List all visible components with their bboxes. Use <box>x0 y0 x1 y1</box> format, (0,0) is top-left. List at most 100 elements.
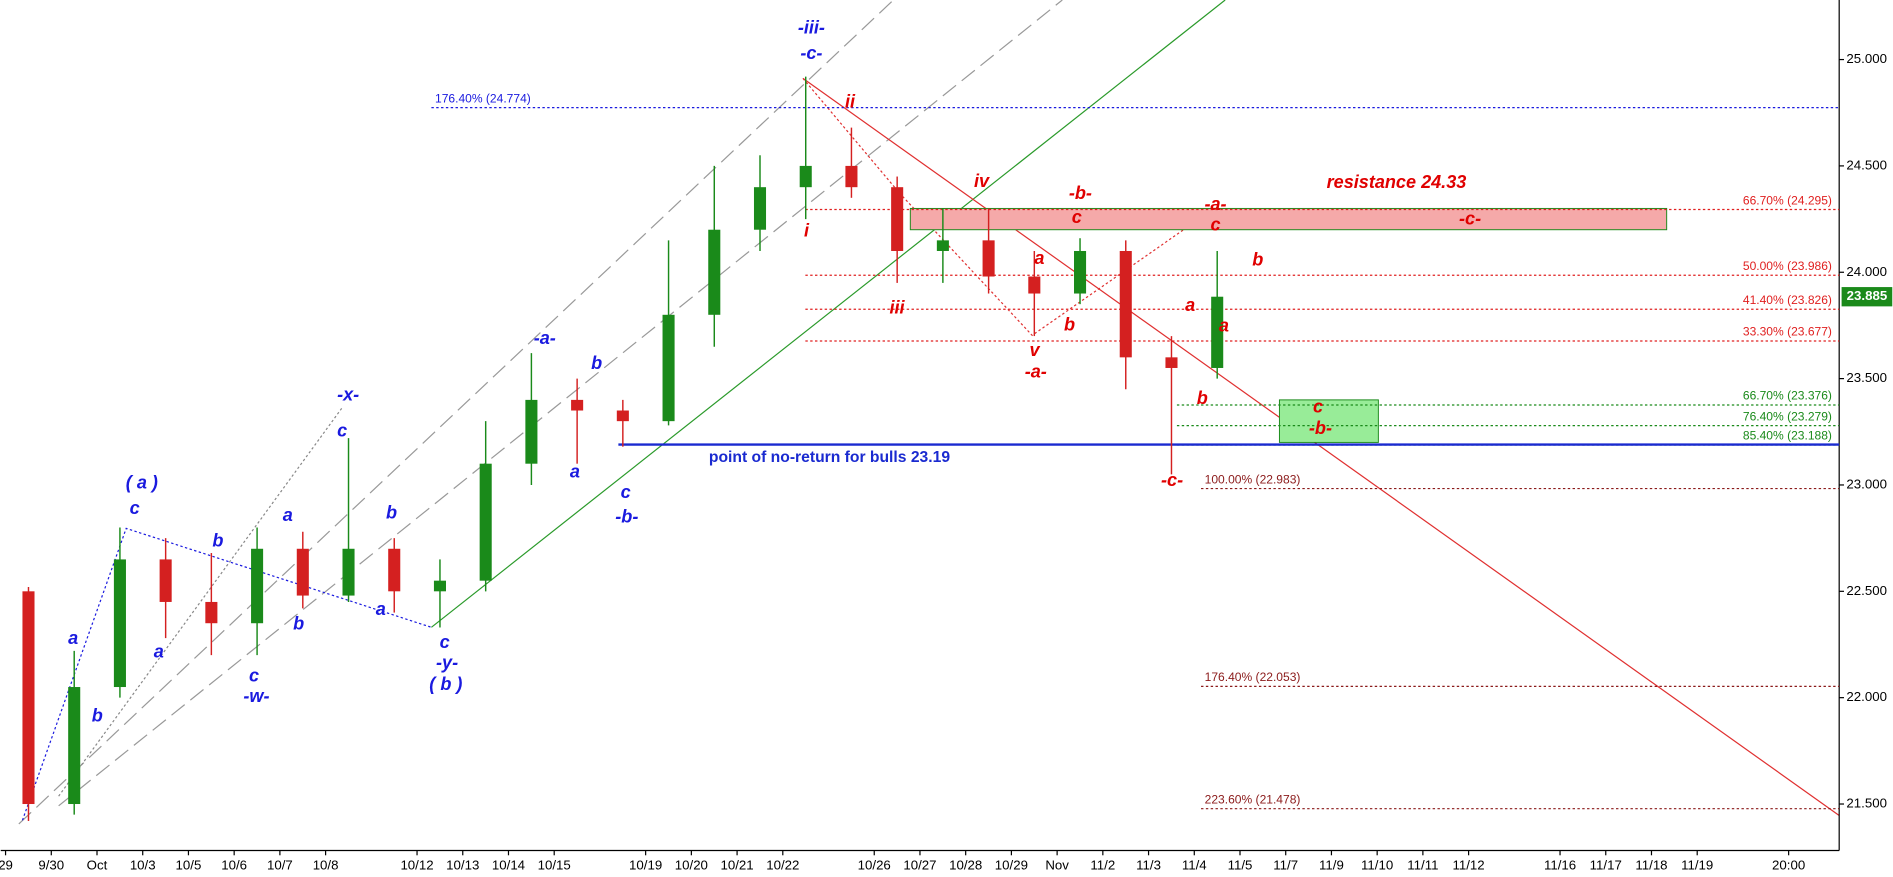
candle-body <box>891 187 904 251</box>
x-tick-label: Oct <box>87 858 108 873</box>
level-label: 76.40% (23.279) <box>1743 409 1832 423</box>
x-tick-label: 11/19 <box>1681 858 1713 873</box>
candle-body <box>1028 276 1041 294</box>
candle-body <box>342 548 355 596</box>
wave-label: b <box>1252 249 1263 269</box>
wave-label: -iii- <box>798 18 825 38</box>
x-tick-label: 10/29 <box>995 858 1028 873</box>
wave-label: a <box>154 641 164 661</box>
x-tick-label: 10/20 <box>675 858 708 873</box>
level-label: 85.40% (23.188) <box>1743 429 1832 443</box>
x-tick-label: 10/19 <box>629 858 662 873</box>
wave-label: a <box>1034 248 1044 268</box>
wave-label: c <box>249 666 259 686</box>
candle-body <box>753 187 767 230</box>
wave-label: a <box>376 599 386 619</box>
x-tick-label: 10/7 <box>267 858 293 873</box>
y-tick-label: 23.500 <box>1846 370 1887 385</box>
x-tick-label: 10/14 <box>492 858 525 873</box>
wave-label: c <box>130 498 140 518</box>
wave-label: b <box>293 614 304 634</box>
x-tick-label: 10/5 <box>176 858 202 873</box>
x-tick-label: 11/18 <box>1635 858 1667 873</box>
wave-label: b <box>92 705 103 725</box>
wave-label: c <box>621 482 631 502</box>
wave-label: c <box>337 421 347 441</box>
candle-body <box>662 314 675 422</box>
x-tick-label: 10/13 <box>446 858 479 873</box>
x-tick-label: 10/21 <box>720 858 753 873</box>
wave-line <box>802 78 1216 337</box>
candle-body <box>982 240 995 277</box>
wave-label: a <box>570 462 580 482</box>
candle-body <box>616 410 629 422</box>
x-tick-label: 11/3 <box>1136 858 1161 873</box>
x-tick-label: Nov <box>1045 858 1069 873</box>
candle-body <box>1119 250 1132 358</box>
zone <box>1278 399 1379 443</box>
wave-label: a <box>68 628 78 648</box>
wave-line <box>58 407 343 797</box>
wave-label: ( b ) <box>429 674 462 694</box>
x-tick-label: 11/17 <box>1590 858 1622 873</box>
channel-line <box>58 0 1063 807</box>
level-label: 176.40% (24.774) <box>435 91 531 105</box>
wave-label: iii <box>890 298 906 318</box>
x-tick-label: 10/15 <box>538 858 571 873</box>
wave-label: a <box>283 505 293 525</box>
candle-body <box>479 463 492 581</box>
wave-label: c <box>440 632 450 652</box>
level-label: 176.40% (22.053) <box>1205 670 1301 684</box>
trend-line <box>802 77 1840 816</box>
x-tick-label: 10/12 <box>400 858 433 873</box>
wave-label: a <box>1219 316 1229 336</box>
x-tick-label: 11/5 <box>1228 858 1253 873</box>
candle-body <box>205 601 218 624</box>
wave-label: -a- <box>1025 362 1047 382</box>
wave-label: -b- <box>1309 418 1332 438</box>
wave-label: i <box>804 220 810 240</box>
x-tick-label: 11/16 <box>1544 858 1576 873</box>
candle-body <box>296 548 309 596</box>
y-tick-label: 24.000 <box>1846 264 1887 279</box>
channel-line <box>431 0 1226 628</box>
candle-body <box>799 165 812 188</box>
candle-body <box>525 399 538 464</box>
wave-label: ii <box>845 91 856 111</box>
x-tick-label: 10/8 <box>313 858 339 873</box>
level-label: 223.60% (21.478) <box>1205 792 1301 806</box>
x-tick-label: 9/30 <box>38 858 64 873</box>
candle-body <box>1165 357 1178 368</box>
x-tick-label: 11/11 <box>1407 858 1438 873</box>
level-label: 66.70% (23.376) <box>1743 389 1832 403</box>
level-label: 33.30% (23.677) <box>1743 325 1832 339</box>
wave-label: c <box>1313 397 1323 417</box>
wave-label: iv <box>974 171 990 191</box>
zone <box>909 207 1668 231</box>
candle-body <box>433 580 446 592</box>
x-tick-label: 10/26 <box>858 858 891 873</box>
wave-label: b <box>1197 388 1208 408</box>
candle-body <box>68 687 81 805</box>
wave-label: -c- <box>1161 470 1183 490</box>
y-tick-label: 23.000 <box>1846 476 1887 491</box>
wave-label: c <box>1072 207 1082 227</box>
y-tick-label: 22.500 <box>1846 583 1887 598</box>
wave-label: -y- <box>436 652 458 672</box>
wave-label: b <box>591 353 602 373</box>
wave-label: -w- <box>243 686 269 706</box>
trend-lines <box>18 0 1840 825</box>
candle-body <box>113 559 126 688</box>
candle-body <box>251 548 264 624</box>
x-tick-label: 11/10 <box>1361 858 1393 873</box>
level-label: 66.70% (24.295) <box>1743 193 1832 207</box>
wave-label: a <box>1185 295 1195 315</box>
level-label: 41.40% (23.826) <box>1743 293 1832 307</box>
level-label: 50.00% (23.986) <box>1743 259 1832 273</box>
x-tick-label: 10/27 <box>903 858 936 873</box>
x-tick-label: 10/22 <box>766 858 799 873</box>
candle-body <box>845 165 858 188</box>
y-tick-label: 21.500 <box>1846 796 1887 811</box>
candle-body <box>1211 296 1224 368</box>
